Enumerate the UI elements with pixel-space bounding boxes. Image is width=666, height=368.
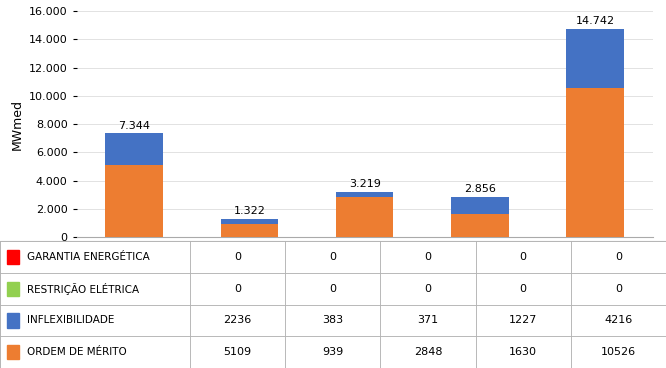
- FancyBboxPatch shape: [380, 305, 476, 336]
- Text: 4216: 4216: [604, 315, 633, 325]
- Text: 0: 0: [329, 252, 336, 262]
- FancyBboxPatch shape: [285, 273, 380, 305]
- FancyBboxPatch shape: [571, 241, 666, 273]
- Text: 2.856: 2.856: [464, 184, 496, 194]
- Text: INFLEXIBILIDADE: INFLEXIBILIDADE: [27, 315, 114, 325]
- Text: 5109: 5109: [223, 347, 252, 357]
- Text: 0: 0: [615, 284, 622, 294]
- Text: 3.219: 3.219: [349, 179, 380, 189]
- Bar: [7, 282, 19, 296]
- Bar: [336, 192, 394, 197]
- Bar: [220, 219, 278, 224]
- FancyBboxPatch shape: [190, 305, 285, 336]
- Text: 2848: 2848: [414, 347, 442, 357]
- Text: 0: 0: [424, 284, 432, 294]
- Bar: [220, 224, 278, 237]
- Text: 0: 0: [424, 252, 432, 262]
- Bar: [105, 165, 163, 237]
- FancyBboxPatch shape: [380, 241, 476, 273]
- Text: 0: 0: [234, 284, 241, 294]
- Bar: [451, 197, 509, 214]
- Text: 14.742: 14.742: [575, 16, 615, 26]
- Text: 0: 0: [519, 252, 527, 262]
- Text: 2236: 2236: [223, 315, 252, 325]
- Text: 0: 0: [519, 284, 527, 294]
- FancyBboxPatch shape: [0, 305, 190, 336]
- FancyBboxPatch shape: [285, 336, 380, 368]
- FancyBboxPatch shape: [476, 305, 571, 336]
- FancyBboxPatch shape: [476, 241, 571, 273]
- Text: 1630: 1630: [509, 347, 537, 357]
- Text: GARANTIA ENERGÉTICA: GARANTIA ENERGÉTICA: [27, 252, 149, 262]
- Y-axis label: MWmed: MWmed: [10, 99, 23, 150]
- Text: 10526: 10526: [601, 347, 636, 357]
- FancyBboxPatch shape: [190, 336, 285, 368]
- Bar: [451, 214, 509, 237]
- FancyBboxPatch shape: [476, 273, 571, 305]
- Text: 1227: 1227: [509, 315, 537, 325]
- Bar: [336, 197, 394, 237]
- FancyBboxPatch shape: [285, 241, 380, 273]
- Text: 939: 939: [322, 347, 343, 357]
- FancyBboxPatch shape: [0, 336, 190, 368]
- FancyBboxPatch shape: [0, 241, 190, 273]
- Text: 0: 0: [615, 252, 622, 262]
- Text: 7.344: 7.344: [118, 121, 151, 131]
- Bar: [566, 88, 624, 237]
- FancyBboxPatch shape: [285, 305, 380, 336]
- Bar: [105, 134, 163, 165]
- Text: 1.322: 1.322: [234, 206, 265, 216]
- Text: 383: 383: [322, 315, 343, 325]
- FancyBboxPatch shape: [571, 273, 666, 305]
- FancyBboxPatch shape: [190, 273, 285, 305]
- Text: 0: 0: [329, 284, 336, 294]
- FancyBboxPatch shape: [571, 336, 666, 368]
- FancyBboxPatch shape: [380, 336, 476, 368]
- FancyBboxPatch shape: [571, 305, 666, 336]
- Bar: [7, 345, 19, 359]
- FancyBboxPatch shape: [0, 273, 190, 305]
- Text: 371: 371: [418, 315, 438, 325]
- Bar: [566, 29, 624, 88]
- Bar: [7, 250, 19, 264]
- FancyBboxPatch shape: [190, 241, 285, 273]
- Text: ORDEM DE MÉRITO: ORDEM DE MÉRITO: [27, 347, 127, 357]
- FancyBboxPatch shape: [380, 273, 476, 305]
- Text: 0: 0: [234, 252, 241, 262]
- FancyBboxPatch shape: [0, 241, 666, 368]
- FancyBboxPatch shape: [476, 336, 571, 368]
- Text: RESTRIÇÃO ELÉTRICA: RESTRIÇÃO ELÉTRICA: [27, 283, 139, 295]
- Bar: [7, 313, 19, 328]
